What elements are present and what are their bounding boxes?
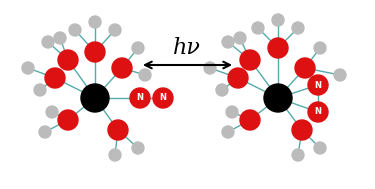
Circle shape — [54, 32, 66, 44]
Circle shape — [58, 50, 78, 70]
Circle shape — [204, 62, 216, 74]
Circle shape — [34, 84, 46, 96]
Text: N: N — [315, 81, 321, 90]
Circle shape — [45, 68, 65, 88]
Text: N: N — [315, 108, 321, 116]
Circle shape — [308, 102, 328, 122]
Circle shape — [292, 120, 312, 140]
Circle shape — [130, 88, 150, 108]
Circle shape — [268, 38, 288, 58]
Circle shape — [234, 32, 246, 44]
Circle shape — [292, 22, 304, 34]
Circle shape — [58, 110, 78, 130]
Circle shape — [264, 84, 292, 112]
Circle shape — [240, 50, 260, 70]
Text: N: N — [136, 94, 144, 102]
Circle shape — [308, 75, 328, 95]
Circle shape — [240, 110, 260, 130]
Circle shape — [334, 69, 346, 81]
Circle shape — [109, 149, 121, 161]
Circle shape — [272, 14, 284, 26]
Circle shape — [109, 24, 121, 36]
Circle shape — [228, 68, 248, 88]
Text: hν: hν — [173, 37, 201, 59]
Circle shape — [314, 42, 326, 54]
Circle shape — [222, 126, 234, 138]
Circle shape — [216, 84, 228, 96]
Circle shape — [222, 36, 234, 48]
Circle shape — [153, 88, 173, 108]
Text: N: N — [159, 94, 166, 102]
Circle shape — [42, 36, 54, 48]
Circle shape — [252, 22, 264, 34]
Circle shape — [292, 149, 304, 161]
Circle shape — [314, 142, 326, 154]
Circle shape — [69, 24, 81, 36]
Circle shape — [132, 142, 144, 154]
Circle shape — [226, 106, 238, 118]
Circle shape — [108, 120, 128, 140]
Circle shape — [89, 16, 101, 28]
Circle shape — [39, 126, 51, 138]
Circle shape — [112, 58, 132, 78]
Circle shape — [295, 58, 315, 78]
Circle shape — [139, 69, 151, 81]
Circle shape — [22, 62, 34, 74]
Circle shape — [81, 84, 109, 112]
Circle shape — [85, 42, 105, 62]
Circle shape — [46, 106, 58, 118]
Circle shape — [132, 42, 144, 54]
